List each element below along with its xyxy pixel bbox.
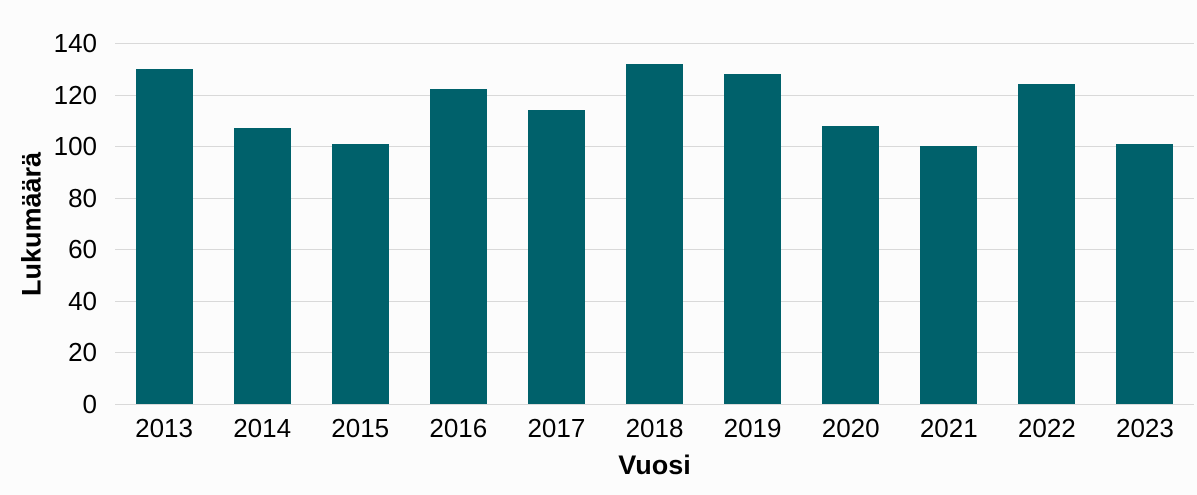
bar-2016 [429, 89, 487, 404]
x-tick-label-2022: 2022 [1017, 413, 1076, 443]
y-axis-title: Lukumäärä [16, 151, 47, 297]
bar-2019 [724, 73, 782, 404]
bar-2015 [331, 143, 389, 404]
y-tick-label-140: 140 [53, 28, 97, 58]
bar-2018 [626, 63, 683, 404]
y-tick-label-20: 20 [68, 337, 97, 368]
y-tick-label-120: 120 [53, 79, 97, 110]
x-tick-label-2021: 2021 [919, 413, 978, 443]
x-tick-label-2017: 2017 [527, 413, 586, 443]
y-tick-label-80: 80 [68, 182, 97, 213]
x-tick-label-2020: 2020 [821, 413, 880, 443]
y-tick-label-0: 0 [82, 389, 97, 419]
x-tick-label-2023: 2023 [1116, 413, 1174, 443]
bar-2021 [920, 146, 978, 404]
x-tick-label-2014: 2014 [233, 413, 292, 443]
y-tick-label-60: 60 [68, 234, 97, 265]
bar-2014 [233, 128, 291, 404]
x-tick-label-2016: 2016 [429, 413, 488, 443]
bar-2022 [1018, 84, 1076, 404]
bar-2013 [135, 68, 193, 404]
y-tick-label-100: 100 [53, 131, 97, 162]
x-tick-label-2013: 2013 [135, 413, 193, 443]
bar-2020 [822, 125, 880, 404]
x-tick-label-2018: 2018 [625, 413, 684, 443]
x-tick-label-2019: 2019 [723, 413, 782, 443]
x-tick-label-2015: 2015 [331, 413, 390, 443]
bar-2017 [527, 110, 585, 404]
gridline-y-140 [115, 43, 1194, 44]
y-tick-label-40: 40 [68, 285, 97, 316]
gridline-y-0 [115, 404, 1194, 405]
x-axis-title: Vuosi [618, 450, 691, 480]
bar-2023 [1116, 143, 1174, 404]
plot-area [115, 43, 1194, 405]
